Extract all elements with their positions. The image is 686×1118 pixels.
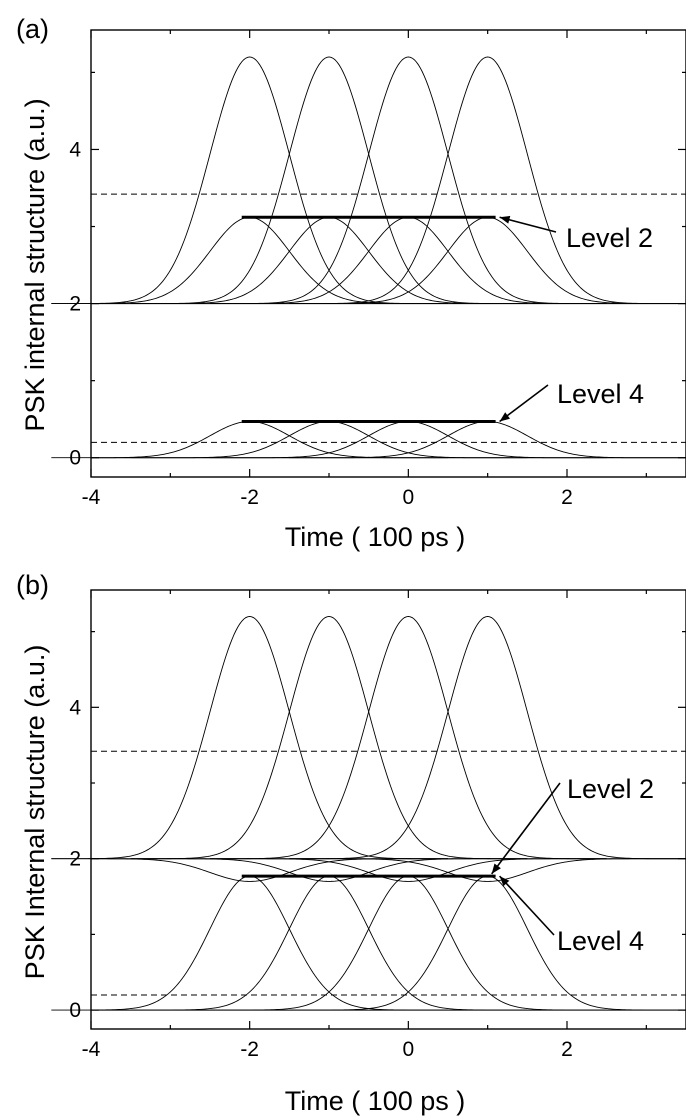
pulse-curve: [289, 858, 686, 882]
annotation-arrowhead: [491, 863, 501, 874]
y-tick-label: 0: [69, 999, 81, 1022]
x-tick-label: -2: [240, 1038, 259, 1061]
pulse-curve: [289, 421, 686, 459]
x-tick-label: 2: [561, 486, 573, 509]
panel-a: (a) -4 -2 0 2 0 2 4 Level 2 Level 4 Time ( 100…: [16, 14, 686, 552]
y-tick-label: 4: [69, 138, 81, 161]
y-axis-title: PSK internal structure (a.u.): [20, 98, 50, 431]
x-tick-label: -4: [82, 486, 101, 509]
pulse-curve: [289, 56, 686, 305]
x-tick-label: -2: [240, 486, 259, 509]
pulse-curve: [51, 421, 448, 459]
pulse-curve: [130, 875, 528, 1011]
pulse-curve: [210, 858, 607, 882]
ticks: -4 -2 0 2 0 2 4: [69, 30, 686, 509]
x-tick-label: 0: [402, 486, 414, 509]
pulse-curve: [51, 875, 448, 1011]
pulse-curve: [210, 616, 607, 860]
panel-b: (b) -4 -2 0 2 0 2 4 Level 2 Level 4 Time ( 100…: [16, 570, 686, 1116]
y-tick-label: 0: [69, 447, 81, 470]
pulse-curve: [210, 56, 607, 305]
panel-label: (a): [16, 14, 49, 44]
x-axis-title: Time ( 100 ps ): [285, 1086, 466, 1116]
annotation-arrowhead: [499, 215, 511, 224]
x-tick-label: 2: [561, 1038, 573, 1061]
pulse-curve: [51, 616, 448, 860]
pulse-curve: [51, 56, 448, 305]
annotation-leader-line: [491, 782, 561, 875]
annotations: Level 2 Level 4: [491, 774, 654, 956]
level-2-label: Level 2: [567, 774, 654, 804]
annotation-leader-line: [499, 875, 555, 936]
y-tick-label: 2: [69, 848, 81, 871]
pulse-curve: [130, 616, 528, 860]
y-tick-label: 2: [69, 293, 81, 316]
annotation-arrowhead: [499, 412, 510, 422]
panel-label: (b): [16, 570, 49, 600]
pulse-curve: [130, 56, 528, 305]
annotations: Level 2 Level 4: [499, 215, 653, 423]
annotation-leader-line: [499, 384, 549, 423]
level-4-label: Level 4: [557, 379, 644, 409]
level-2-label: Level 2: [566, 223, 653, 253]
pulse-curve: [130, 858, 528, 882]
x-tick-label: 0: [402, 1038, 414, 1061]
marks: [51, 616, 686, 1011]
pulse-curve: [210, 875, 607, 1011]
pulse-curve: [289, 616, 686, 860]
plot-frame: [90, 29, 686, 478]
ticks: -4 -2 0 2 0 2 4: [69, 590, 686, 1061]
y-tick-label: 4: [69, 696, 81, 719]
x-axis-title: Time ( 100 ps ): [285, 522, 466, 552]
pulse-curve: [130, 421, 528, 459]
x-tick-label: -4: [82, 1038, 101, 1061]
y-axis-title: PSK Internal structure (a.u.): [20, 645, 50, 980]
annotation-arrowhead: [499, 876, 510, 887]
plot-frame: [90, 589, 686, 1030]
pulse-curve: [130, 216, 528, 305]
pulse-curve: [51, 858, 448, 882]
level-4-label: Level 4: [557, 926, 644, 956]
pulse-curve: [210, 421, 607, 459]
pulse-curve: [51, 216, 448, 305]
marks: [51, 56, 686, 459]
